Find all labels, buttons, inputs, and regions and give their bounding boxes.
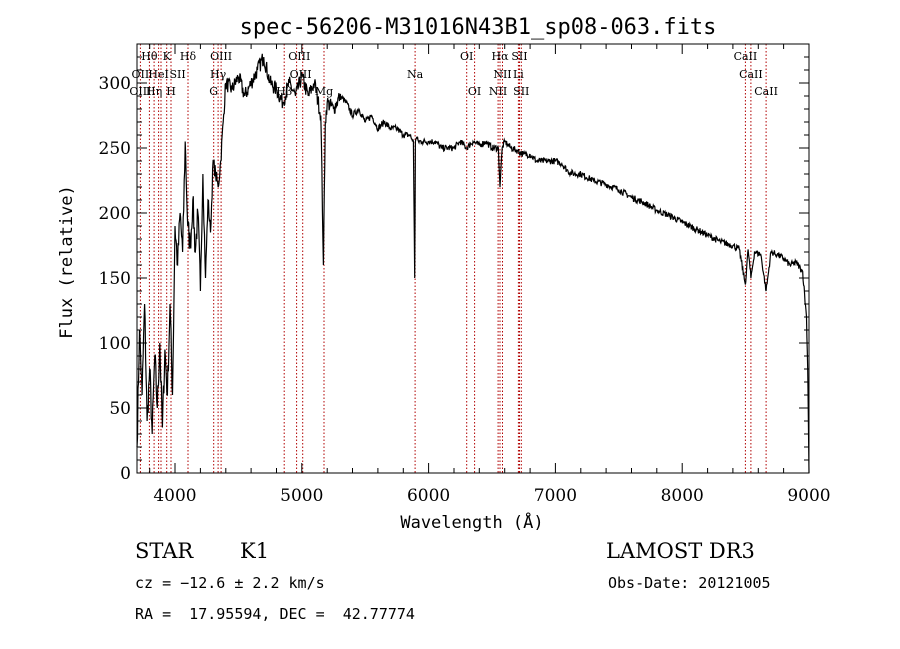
spectral-line-label: Hδ bbox=[180, 50, 197, 63]
spectral-line-label: OI bbox=[460, 50, 473, 63]
reference-lines bbox=[139, 44, 767, 473]
x-axis-label: Wavelength (Å) bbox=[400, 511, 543, 533]
spectral-line-label: Hη bbox=[146, 85, 162, 98]
spectral-line-label: OIII bbox=[210, 50, 232, 63]
y-tick-label: 50 bbox=[109, 399, 131, 419]
spectral-line-label: Hβ bbox=[276, 85, 292, 98]
spectral-line-label: OI bbox=[468, 85, 481, 98]
survey-name: LAMOST DR3 bbox=[606, 539, 755, 563]
spectral-line-label: Hθ bbox=[141, 50, 158, 63]
spectral-line-label: CaII bbox=[739, 68, 763, 81]
x-tick-label: 4000 bbox=[153, 486, 196, 506]
spectral-line-label: OII bbox=[132, 68, 150, 81]
y-tick-label: 300 bbox=[99, 74, 131, 94]
spectral-line-label: Hα bbox=[491, 50, 509, 63]
plot-frame bbox=[136, 43, 810, 474]
y-tick-label: 250 bbox=[99, 139, 131, 159]
spectral-line-label: SII bbox=[169, 68, 185, 81]
x-axis-ticks: 4000 5000 6000 7000 8000 9000 bbox=[149, 44, 831, 506]
spectral-line-label: CaII bbox=[754, 85, 778, 98]
spectral-line-label: OIII bbox=[129, 85, 151, 98]
object-subclass: K1 bbox=[240, 539, 270, 563]
chart-title: spec-56206-M31016N43B1_sp08-063.fits bbox=[240, 15, 717, 40]
spectral-line-label: SII bbox=[511, 50, 527, 63]
spectral-line-label: H bbox=[166, 85, 176, 98]
spectral-line-label: CaII bbox=[734, 50, 758, 63]
x-tick-label: 9000 bbox=[787, 486, 830, 506]
spectral-line-label: SII bbox=[513, 85, 529, 98]
x-tick-label: 6000 bbox=[407, 486, 450, 506]
spectral-line-label: Hγ bbox=[210, 68, 227, 81]
y-tick-label: 100 bbox=[99, 334, 131, 354]
y-tick-label: 150 bbox=[99, 269, 131, 289]
coordinates: RA = 17.95594, DEC = 42.77774 bbox=[135, 605, 415, 623]
y-tick-label: 200 bbox=[99, 204, 131, 224]
spectral-line-label: OIII bbox=[288, 50, 310, 63]
spectrum-series-line bbox=[136, 53, 810, 474]
redshift-velocity: cz = −12.6 ± 2.2 km/s bbox=[135, 574, 325, 592]
spectral-line-label: HeI bbox=[148, 68, 168, 81]
spectral-line-label: Mg bbox=[315, 85, 333, 98]
x-tick-label: 7000 bbox=[534, 486, 577, 506]
spectral-line-label: Na bbox=[407, 68, 424, 81]
spectral-line-label: NII bbox=[489, 85, 507, 98]
y-axis-ticks: 0 50 100 150 200 250 300 bbox=[99, 56, 809, 484]
spectral-line-label: Li bbox=[513, 68, 524, 81]
spectral-line-label: G bbox=[209, 85, 218, 98]
object-class: STAR bbox=[135, 539, 194, 563]
spectral-line-label: K bbox=[163, 50, 172, 63]
x-tick-label: 5000 bbox=[280, 486, 323, 506]
y-axis-label: Flux (relative) bbox=[57, 185, 77, 339]
x-tick-label: 8000 bbox=[661, 486, 704, 506]
spectral-line-label: NII bbox=[493, 68, 511, 81]
y-tick-label: 0 bbox=[120, 464, 131, 484]
observation-date: Obs-Date: 20121005 bbox=[608, 574, 771, 592]
